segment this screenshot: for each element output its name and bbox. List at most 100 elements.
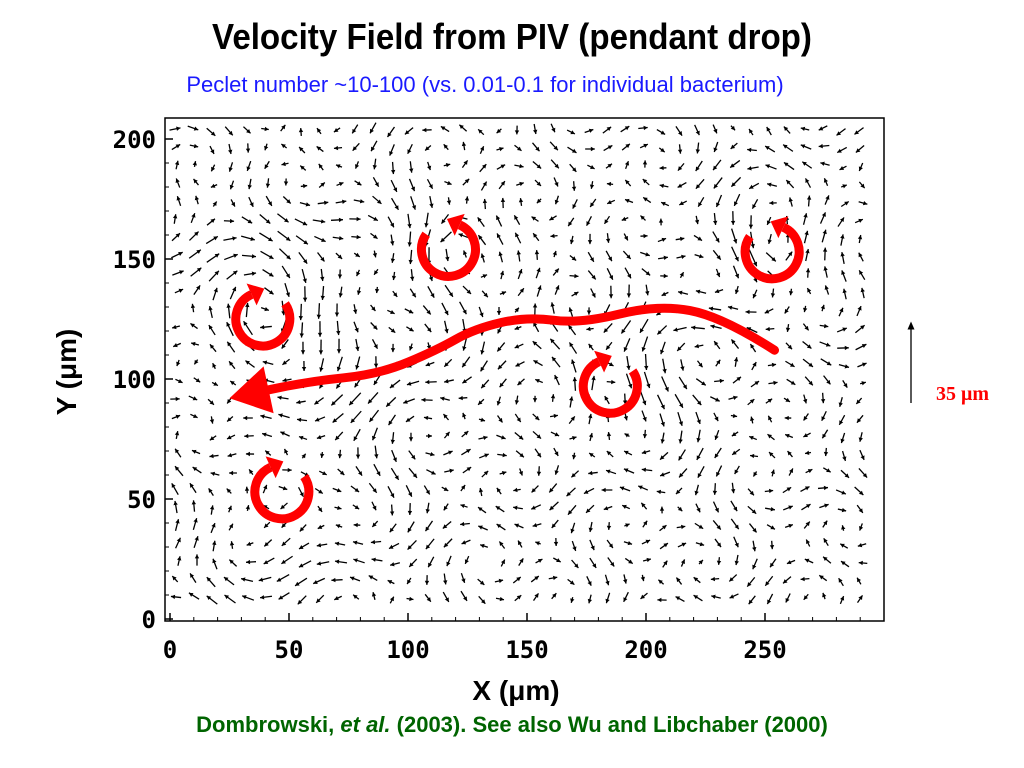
velocity-arrow (353, 199, 365, 204)
velocity-arrow (353, 321, 359, 333)
velocity-arrow (640, 251, 650, 257)
velocity-arrow (570, 522, 576, 534)
velocity-arrow (590, 288, 596, 298)
velocity-arrow (477, 506, 487, 514)
velocity-arrow (171, 251, 183, 259)
velocity-arrow (800, 144, 812, 150)
velocity-arrow (836, 327, 848, 333)
velocity-arrow (390, 343, 396, 353)
velocity-arrow (782, 505, 794, 511)
velocity-arrow (317, 321, 323, 337)
velocity-arrow (696, 447, 704, 461)
velocity-arrow (824, 285, 830, 295)
velocity-arrow (549, 141, 559, 151)
velocity-arrow (319, 451, 325, 459)
velocity-arrow (788, 288, 794, 296)
velocity-arrow (642, 429, 648, 439)
velocity-arrow (246, 541, 254, 546)
velocity-arrow (836, 146, 848, 154)
velocity-arrow (174, 537, 182, 549)
velocity-arrow (603, 323, 613, 333)
mean-flow-curve (260, 303, 780, 396)
velocity-arrow (512, 576, 522, 584)
velocity-arrow (370, 232, 378, 240)
velocity-arrow (619, 486, 631, 492)
velocity-arrow (404, 127, 414, 135)
velocity-arrow (352, 142, 360, 152)
velocity-arrow (478, 525, 488, 531)
velocity-arrow (749, 416, 755, 424)
y-tick-label: 100 (113, 366, 156, 394)
velocity-arrow (425, 452, 435, 457)
velocity-arrow (533, 359, 543, 367)
velocity-arrow (675, 487, 683, 495)
velocity-arrow (499, 270, 505, 280)
velocity-arrow (530, 504, 542, 510)
velocity-arrow (748, 215, 754, 229)
velocity-arrow (299, 165, 307, 171)
velocity-arrow (572, 199, 578, 209)
velocity-arrow (531, 485, 539, 493)
velocity-arrow (643, 371, 651, 389)
velocity-arrow (241, 216, 253, 224)
velocity-arrow (766, 593, 774, 605)
velocity-arrow (570, 597, 575, 603)
velocity-arrow (695, 160, 703, 172)
velocity-arrow (514, 413, 522, 423)
velocity-arrow (840, 184, 848, 189)
velocity-arrow (534, 250, 540, 260)
velocity-arrow (498, 251, 504, 263)
velocity-arrow (550, 123, 556, 133)
velocity-arrow (710, 324, 722, 330)
velocity-arrow (264, 143, 269, 151)
velocity-arrow (805, 248, 810, 262)
velocity-arrow (532, 321, 540, 333)
velocity-arrow (458, 124, 468, 132)
velocity-arrow (766, 126, 772, 136)
velocity-arrow (334, 559, 348, 564)
velocity-arrow (391, 271, 397, 281)
velocity-arrow (332, 236, 344, 241)
velocity-arrow (729, 159, 741, 169)
velocity-arrow (708, 306, 722, 311)
velocity-arrow (711, 594, 721, 599)
velocity-arrow (497, 360, 507, 370)
velocity-arrow (407, 231, 412, 247)
velocity-arrow (548, 575, 558, 581)
velocity-arrow (571, 559, 579, 569)
velocity-arrow (349, 576, 361, 582)
velocity-arrow (696, 360, 704, 368)
velocity-arrow (440, 125, 450, 133)
velocity-arrow (480, 341, 486, 355)
velocity-arrow (390, 161, 396, 175)
velocity-arrow (858, 560, 868, 566)
velocity-arrow (857, 542, 867, 548)
velocity-arrow (278, 413, 290, 419)
flow-annotations (229, 213, 804, 524)
velocity-arrow (208, 488, 214, 496)
velocity-arrow (224, 594, 236, 604)
velocity-arrow (695, 378, 707, 386)
velocity-arrow (841, 450, 847, 462)
velocity-arrow (621, 143, 631, 151)
velocity-arrow (748, 523, 758, 533)
velocity-arrow (621, 216, 629, 221)
velocity-arrow (715, 268, 721, 278)
velocity-arrow (642, 520, 648, 528)
velocity-arrow (464, 555, 470, 565)
velocity-arrow (406, 326, 414, 332)
velocity-arrow (261, 432, 273, 438)
velocity-arrow (440, 231, 452, 243)
velocity-arrow (659, 506, 665, 514)
velocity-arrow (367, 214, 379, 222)
velocity-arrow (280, 124, 286, 132)
velocity-arrow (624, 198, 634, 204)
velocity-arrow (224, 253, 238, 261)
velocity-arrow (171, 143, 181, 151)
velocity-arrow (333, 127, 341, 133)
velocity-arrow (212, 362, 217, 370)
velocity-arrow (800, 126, 810, 132)
velocity-arrow (550, 302, 555, 314)
velocity-arrow (551, 519, 559, 529)
velocity-arrow (260, 250, 274, 260)
